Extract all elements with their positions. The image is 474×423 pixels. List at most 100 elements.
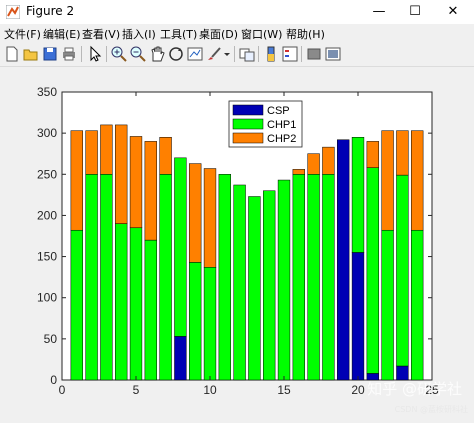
bar-chp1-1 xyxy=(70,229,83,381)
bar-chp1-3 xyxy=(100,174,113,381)
bar-chp1-14 xyxy=(263,190,276,381)
bar-csp-8 xyxy=(174,336,187,381)
toolbar-separator xyxy=(81,46,82,62)
bar-chp1-2 xyxy=(85,174,98,381)
legend-swatch-chp2 xyxy=(232,132,264,144)
bar-chp2-10 xyxy=(203,168,217,268)
open-icon[interactable] xyxy=(22,45,40,63)
legend-icon[interactable] xyxy=(281,45,299,63)
bar-chp1-8 xyxy=(174,157,187,337)
bar-chp1-20 xyxy=(351,137,365,253)
close-button[interactable]: ✕ xyxy=(447,4,459,19)
bar-chp1-24 xyxy=(411,229,424,381)
watermark-text: 知乎 @研学社 xyxy=(367,380,462,398)
bar-chp1-4 xyxy=(115,223,128,381)
figure-canvas: 0 5 10 15 20 25 0 50 100 150 200 250 300 350 CSP CHP1 C… xyxy=(0,67,474,419)
x-tick-label: 15 xyxy=(277,383,291,397)
hide-plot-tools-icon[interactable] xyxy=(305,45,323,63)
maximize-button[interactable]: ☐ xyxy=(409,4,421,19)
menu-tools[interactable]: 工具(T) xyxy=(160,28,198,41)
menu-window[interactable]: 窗口(W) xyxy=(241,28,283,41)
x-tick-label: 0 xyxy=(59,383,66,397)
menu-view[interactable]: 查看(V) xyxy=(82,28,121,41)
bar-chp1-9 xyxy=(189,262,202,381)
bar-chp1-7 xyxy=(159,174,172,381)
bar-chp2-9 xyxy=(189,163,202,263)
watermark-subtext: CSDN @蓝桉研科社 xyxy=(394,405,468,414)
bar-chp2-4 xyxy=(115,124,128,224)
bar-chp2-7 xyxy=(159,137,172,175)
y-tick-label: 350 xyxy=(37,85,57,99)
title-bar: Figure 2 — ☐ ✕ xyxy=(0,0,474,24)
bar-chp1-16 xyxy=(292,174,305,381)
y-tick-label: 300 xyxy=(37,126,57,140)
bar-chp1-15 xyxy=(277,179,291,381)
bar-chp2-6 xyxy=(144,141,157,241)
bar-chp1-6 xyxy=(144,239,157,381)
bar-chp2-23 xyxy=(396,130,409,176)
bar-chp2-1 xyxy=(70,130,83,231)
bar-chp1-11 xyxy=(218,174,231,381)
brush-icon[interactable] xyxy=(205,45,223,63)
y-tick-label: 150 xyxy=(37,250,57,264)
print-icon[interactable] xyxy=(60,45,78,63)
bar-chp1-10 xyxy=(203,267,217,381)
bar-chp2-22 xyxy=(381,130,394,231)
bar-chp1-17 xyxy=(307,174,320,381)
bar-chp2-24 xyxy=(411,130,424,231)
toolbar-separator xyxy=(258,46,259,62)
legend: CSP CHP1 CHP2 xyxy=(228,100,303,148)
menu-help[interactable]: 帮助(H) xyxy=(286,28,325,41)
legend-label-chp2: CHP2 xyxy=(267,133,296,145)
bar-chp1-5 xyxy=(129,227,143,381)
menu-bar: 文件(F) 编辑(E) 查看(V) 插入(I) 工具(T) 桌面(D) 窗口(W… xyxy=(0,24,474,42)
save-icon[interactable] xyxy=(41,45,59,63)
bar-csp-20 xyxy=(351,252,365,381)
x-tick-label: 10 xyxy=(203,383,217,397)
legend-label-chp1: CHP1 xyxy=(267,119,296,131)
menu-insert[interactable]: 插入(I) xyxy=(122,28,156,41)
bar-chp1-13 xyxy=(248,196,261,381)
legend-swatch-chp1 xyxy=(232,118,264,130)
bar-chp2-5 xyxy=(129,136,143,229)
zoom-out-icon[interactable] xyxy=(129,45,147,63)
pointer-icon[interactable] xyxy=(86,45,104,63)
data-cursor-icon[interactable] xyxy=(186,45,204,63)
menu-edit[interactable]: 编辑(E) xyxy=(43,28,81,41)
show-plot-tools-icon[interactable] xyxy=(324,45,342,63)
bar-chp2-21 xyxy=(366,141,379,168)
legend-label-csp: CSP xyxy=(267,105,290,117)
x-tick-label: 5 xyxy=(133,383,140,397)
bar-chp2-3 xyxy=(100,124,113,175)
toolbar-separator xyxy=(106,46,107,62)
rotate-3d-icon[interactable] xyxy=(167,45,185,63)
bar-chp1-18 xyxy=(322,174,335,381)
bar-csp-19 xyxy=(337,139,350,381)
bar-chp2-2 xyxy=(85,130,98,175)
x-tick-label: 20 xyxy=(351,383,365,397)
zoom-in-icon[interactable] xyxy=(110,45,128,63)
bar-chp1-21 xyxy=(366,167,379,374)
link-plot-icon[interactable] xyxy=(238,45,256,63)
toolbar xyxy=(0,42,474,67)
colorbar-icon[interactable] xyxy=(262,45,280,63)
brush-dropdown-icon[interactable] xyxy=(222,45,232,63)
y-tick-label: 0 xyxy=(50,373,57,387)
bar-chp1-12 xyxy=(233,184,246,381)
bar-chp1-22 xyxy=(381,229,394,381)
toolbar-separator xyxy=(301,46,302,62)
minimize-button[interactable]: — xyxy=(372,4,386,19)
new-figure-icon[interactable] xyxy=(3,45,21,63)
bar-chp2-18 xyxy=(322,146,335,175)
matlab-figure-icon xyxy=(6,5,20,19)
toolbar-separator xyxy=(234,46,235,62)
window-title: Figure 2 xyxy=(26,4,75,18)
pan-icon[interactable] xyxy=(148,45,166,63)
menu-desktop[interactable]: 桌面(D) xyxy=(199,28,239,41)
bar-chp1-23 xyxy=(396,174,409,367)
menu-file[interactable]: 文件(F) xyxy=(4,28,41,41)
y-tick-label: 50 xyxy=(44,332,58,346)
y-tick-label: 200 xyxy=(37,208,57,222)
legend-swatch-csp xyxy=(232,104,264,116)
